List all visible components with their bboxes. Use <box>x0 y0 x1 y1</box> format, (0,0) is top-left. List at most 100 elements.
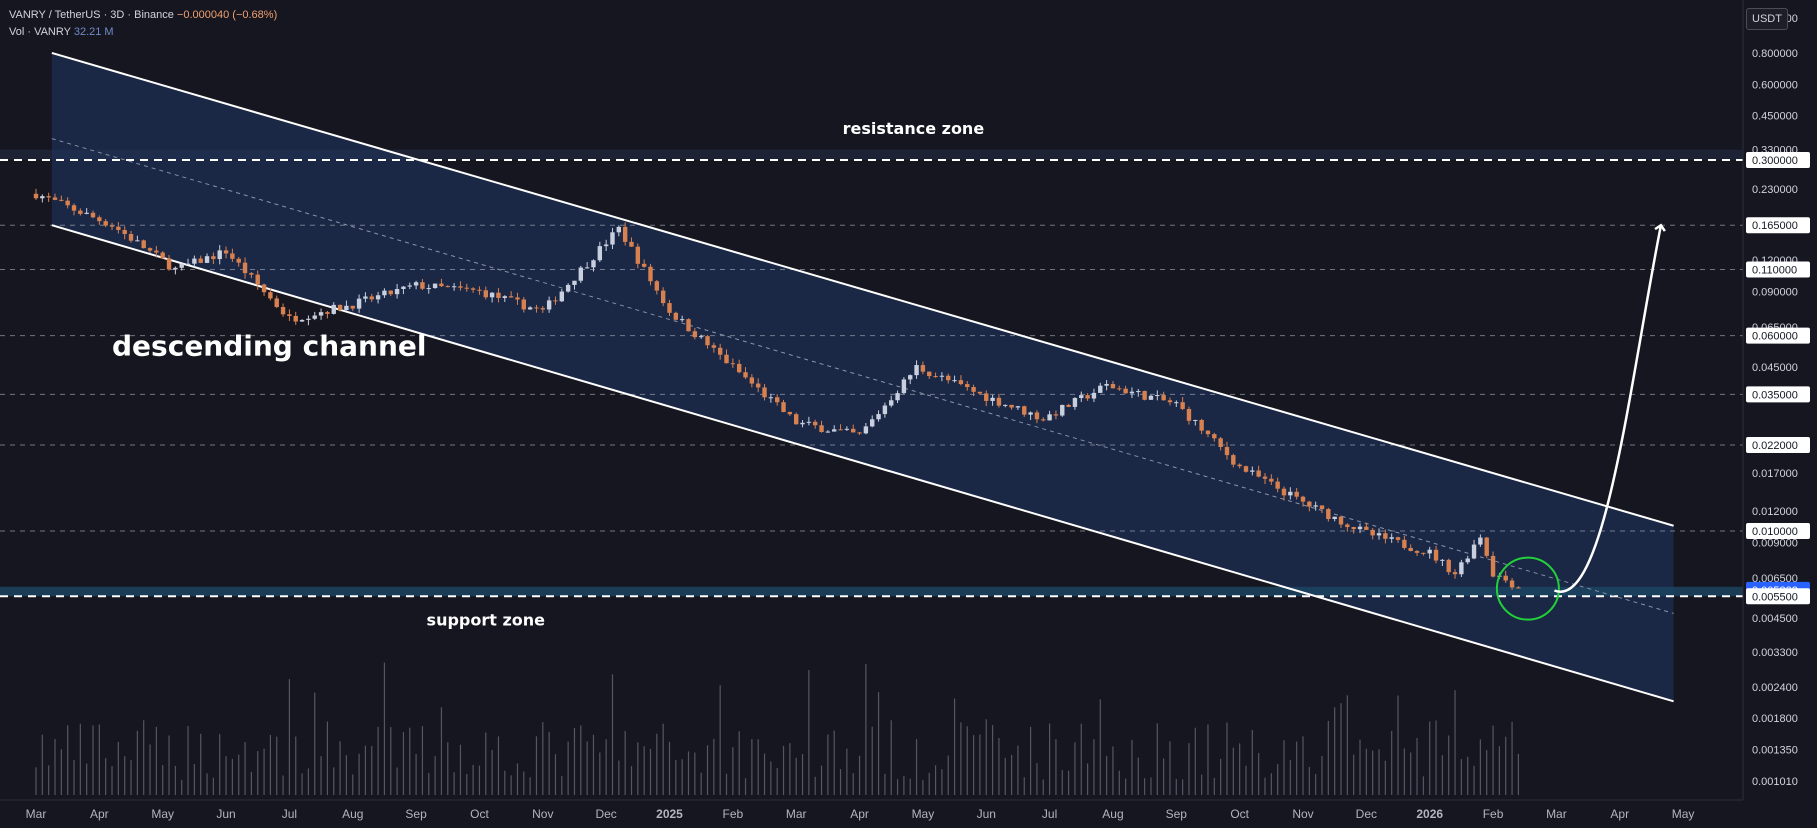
candle-body <box>1516 587 1521 589</box>
time-tick-label: Jul <box>282 807 297 821</box>
candle-body <box>781 402 786 413</box>
candle-body <box>356 298 362 309</box>
candle-body <box>705 336 710 346</box>
candle-body <box>489 292 495 298</box>
candle-body <box>825 431 831 433</box>
candle-body <box>337 304 343 311</box>
candle-body <box>1193 419 1198 421</box>
candle-body <box>1129 391 1135 394</box>
candle-body <box>1383 533 1388 539</box>
candle-body <box>1300 496 1306 502</box>
candle-body <box>717 347 723 355</box>
candle-body <box>1332 516 1337 520</box>
candle-body <box>844 428 850 430</box>
candle-body <box>1136 391 1141 393</box>
level-price-tag <box>1746 217 1810 234</box>
price-tick-label: 0.230000 <box>1752 184 1798 196</box>
price-tick-label: 0.090000 <box>1752 286 1798 298</box>
price-tick-label: 0.004500 <box>1752 613 1798 625</box>
candle-body <box>648 266 653 282</box>
target-circle[interactable] <box>1495 556 1560 621</box>
price-tick-label: 0.012000 <box>1752 506 1798 518</box>
price-tick-label: 0.035000 <box>1752 389 1798 401</box>
candle-body <box>394 289 400 295</box>
resistance-label: resistance zone <box>843 119 985 138</box>
price-axis[interactable]: 1.1000000.8000000.6000000.4500000.330000… <box>1744 0 1817 828</box>
candle-body <box>933 376 938 378</box>
candle-body <box>375 295 381 300</box>
candle-body <box>242 262 248 274</box>
candle-body <box>369 296 374 300</box>
candle-body <box>1478 537 1483 545</box>
symbol-title[interactable]: VANRY / TetherUS · 3D · Binance <box>9 9 174 21</box>
volume-legend: Vol · VANRY 32.21 M <box>9 26 114 38</box>
candle-body <box>1003 404 1008 406</box>
candle-body <box>160 252 165 259</box>
currency-unit-button[interactable]: USDT <box>1746 8 1788 30</box>
time-axis[interactable]: Mar Apr May Jun Jul Aug Sep Oct Nov Dec 2025 Feb Mar… <box>26 807 1695 821</box>
candle-body <box>1465 558 1470 563</box>
candle-body <box>59 199 64 201</box>
candle-body <box>223 250 229 254</box>
candle-body <box>1110 383 1116 389</box>
volume-bars <box>35 662 1519 795</box>
candle-body <box>787 412 793 415</box>
level-price-tag <box>1746 386 1810 403</box>
time-tick-label: Aug <box>1102 807 1123 821</box>
candle-body <box>1212 434 1217 439</box>
candle-body <box>1319 505 1325 510</box>
candle-body <box>1357 526 1363 530</box>
candle-body <box>534 307 539 309</box>
price-tick-label: 0.165000 <box>1752 220 1798 232</box>
candle-body <box>1408 547 1413 552</box>
candle-body <box>996 397 1002 406</box>
candle-body <box>1427 549 1432 554</box>
price-tick-label: 0.800000 <box>1752 48 1798 60</box>
time-tick-label: Apr <box>1610 807 1629 821</box>
candle-body <box>920 365 926 372</box>
candle-body <box>755 383 761 388</box>
time-tick-label: Jul <box>1042 807 1057 821</box>
candle-body <box>407 285 412 287</box>
candle-body <box>451 286 457 288</box>
candle-body <box>1370 529 1375 536</box>
volume-title[interactable]: Vol · VANRY <box>9 26 71 38</box>
time-tick-label: Aug <box>342 807 363 821</box>
time-tick-label: Nov <box>532 807 553 821</box>
candle-body <box>1174 402 1179 404</box>
time-tick-label: Oct <box>470 807 489 821</box>
candle-body <box>958 380 964 385</box>
candle-body <box>1161 395 1166 401</box>
price-tick-label: 0.002400 <box>1752 682 1798 694</box>
projection-arrow[interactable] <box>1553 223 1666 593</box>
candle-body <box>141 240 146 249</box>
candle-body <box>876 414 881 420</box>
candle-body <box>1452 572 1458 575</box>
candle-body <box>1060 404 1065 416</box>
candle-body <box>730 363 736 365</box>
candle-body <box>179 263 184 268</box>
candle-body <box>629 241 634 247</box>
time-tick-label: 2025 <box>656 807 683 821</box>
candle-body <box>33 193 39 199</box>
candle-body <box>128 234 134 241</box>
candle-body <box>135 240 140 242</box>
candle-body <box>116 226 121 230</box>
candle-body <box>502 296 507 298</box>
candle-body <box>616 226 622 233</box>
time-tick-label: Oct <box>1230 807 1249 821</box>
candle-body <box>1326 509 1331 520</box>
candle-body <box>40 196 45 199</box>
candle-body <box>901 379 907 394</box>
candle-body <box>692 331 698 338</box>
candle-body <box>230 253 235 259</box>
candle-body <box>306 318 311 320</box>
channel-lower-line[interactable] <box>51 224 1674 703</box>
candle-body <box>204 256 210 263</box>
channel-upper-line[interactable] <box>51 52 1674 527</box>
candle-body <box>274 298 279 308</box>
candle-body <box>1414 551 1420 553</box>
time-tick-label: Mar <box>26 807 47 821</box>
